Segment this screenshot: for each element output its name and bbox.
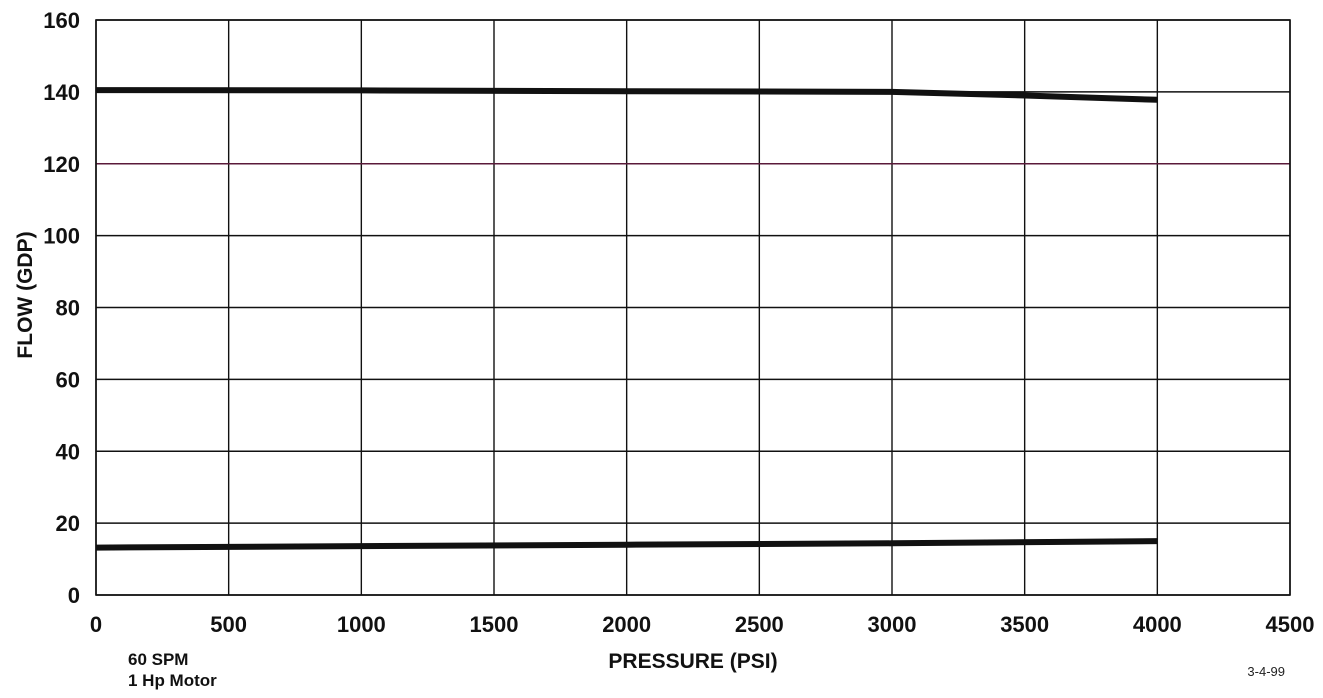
plot-frame — [95, 19, 1291, 596]
y-tick-label: 80 — [56, 296, 80, 321]
y-tick-label: 120 — [43, 152, 80, 177]
series-lines — [95, 87, 1158, 551]
y-tick-label: 60 — [56, 367, 80, 392]
grid — [95, 19, 1291, 596]
y-tick-label: 100 — [43, 224, 80, 249]
x-axis-label: PRESSURE (PSI) — [608, 650, 777, 673]
plot-border — [95, 19, 1291, 596]
x-tick-label: 1500 — [470, 612, 519, 637]
x-tick-label: 2000 — [602, 612, 651, 637]
x-tick-labels: 0 500 1000 1500 2000 2500 3000 3500 4000 4500 — [90, 612, 1315, 637]
y-tick-label: 140 — [43, 80, 80, 105]
x-tick-label: 2500 — [735, 612, 784, 637]
y-tick-label: 40 — [56, 439, 80, 464]
x-tick-label: 500 — [210, 612, 247, 637]
x-tick-label: 1000 — [337, 612, 386, 637]
y-tick-label: 160 — [43, 8, 80, 33]
note-motor: 1 Hp Motor — [128, 671, 217, 690]
x-tick-label: 4000 — [1133, 612, 1182, 637]
x-tick-label: 3500 — [1000, 612, 1049, 637]
x-tick-label: 0 — [90, 612, 102, 637]
x-tick-label: 4500 — [1266, 612, 1315, 637]
y-tick-label: 0 — [68, 583, 80, 608]
series-line-upper — [95, 87, 1158, 103]
y-tick-labels: 0 20 40 60 80 100 120 140 160 — [43, 8, 80, 608]
date-stamp: 3-4-99 — [1247, 664, 1285, 679]
x-tick-label: 3000 — [868, 612, 917, 637]
y-axis-label: FLOW (GDP) — [14, 231, 37, 358]
y-tick-label: 20 — [56, 511, 80, 536]
note-spm: 60 SPM — [128, 650, 188, 669]
series-line-lower — [95, 538, 1158, 551]
